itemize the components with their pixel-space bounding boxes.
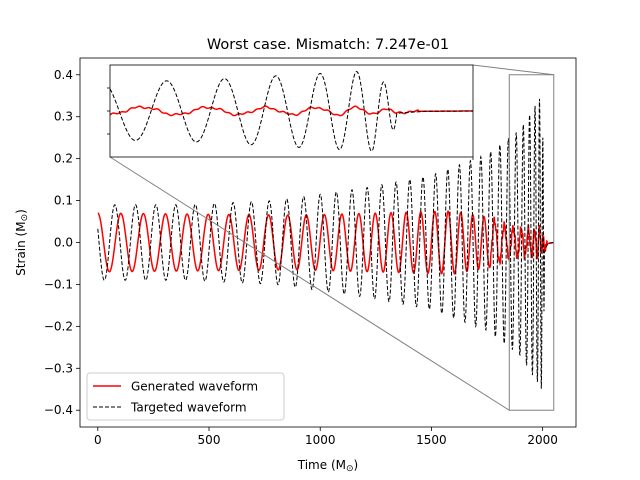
series-line-targeted-waveform (97, 98, 554, 389)
y-tick-label: −0.4 (44, 403, 73, 417)
inset-series-line-targeted-waveform (110, 71, 473, 152)
series-line-generated-waveform (97, 210, 554, 275)
x-tick-label: 1000 (305, 433, 336, 447)
legend-label: Generated waveform (131, 380, 258, 394)
x-tick-label: 500 (198, 433, 221, 447)
main-plot: 0 500 1000 1500 2000 −0.4 −0.3 −0.2 −0.1 0.0 0.1 0.… (44, 57, 577, 447)
legend: Generated waveform Targeted waveform (86, 372, 285, 421)
x-tick-label: 1500 (416, 433, 447, 447)
legend-label: Targeted waveform (130, 401, 247, 415)
legend-box (86, 372, 285, 421)
y-tick-label: 0.3 (54, 110, 73, 124)
chart-labels: Worst case. Mismatch: 7.247e-01 Time (M⊙)… (14, 37, 449, 474)
inset-series-group (110, 71, 473, 152)
y-tick-label: 0.1 (54, 194, 73, 208)
chart-title: Worst case. Mismatch: 7.247e-01 (207, 37, 449, 53)
y-tick-label: −0.1 (44, 277, 73, 291)
y-tick-label: −0.3 (44, 361, 73, 375)
y-tick-label: 0.4 (54, 68, 73, 82)
x-axis-label: Time (M⊙) (297, 458, 358, 474)
inset-plot (107, 64, 474, 160)
y-tick-label: 0.2 (54, 152, 73, 166)
y-tick-label: −0.2 (44, 319, 73, 333)
x-tick-label: 0 (94, 433, 102, 447)
zoom-connector-bottom (109, 156, 510, 411)
y-axis-label: Strain (M⊙) (14, 209, 30, 276)
x-tick-label: 2000 (527, 433, 558, 447)
main-series-group (97, 98, 554, 389)
zoom-indicator (109, 64, 555, 411)
zoom-connector-top (472, 64, 554, 76)
y-tick-label: 0.0 (54, 236, 73, 250)
zoom-rectangle (508, 74, 555, 411)
